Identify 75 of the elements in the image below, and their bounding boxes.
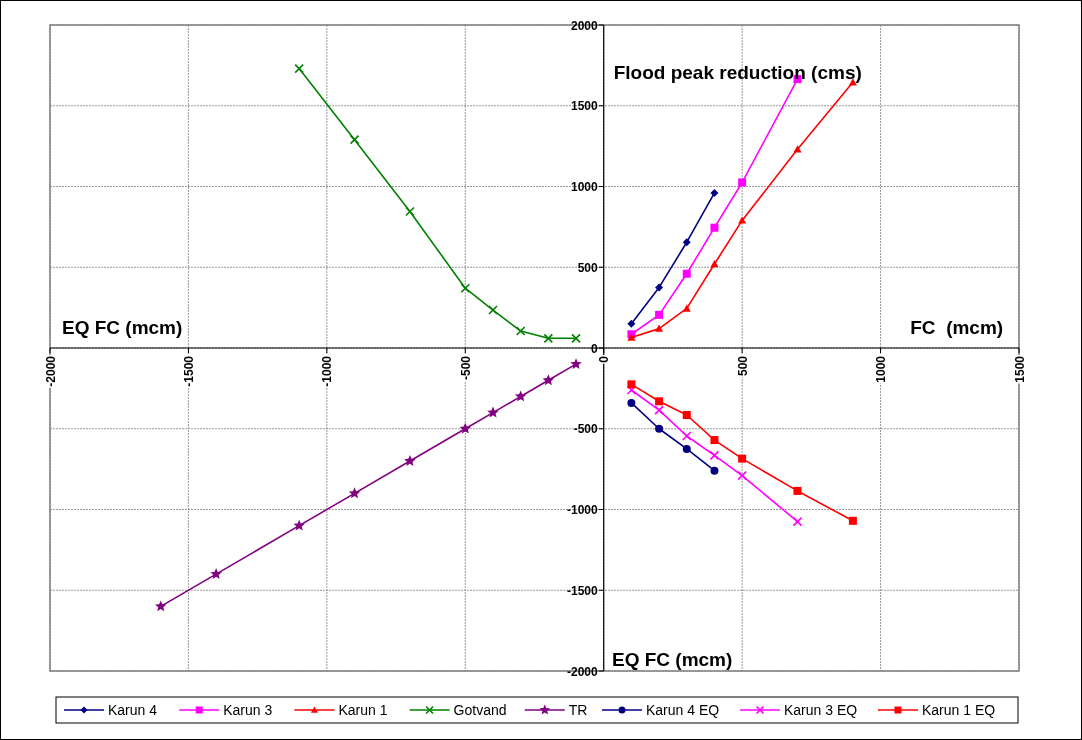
point [682,444,691,453]
legend-label: Karun 4 [108,702,158,718]
legend-label: Karun 4 EQ [646,702,720,718]
point [514,390,527,402]
point [793,145,802,153]
point [627,398,636,407]
point [487,406,499,418]
point [848,516,857,525]
annotation: EQ FC (mcm) [612,649,733,670]
point [682,269,691,278]
point [459,422,471,434]
x-tick-label: -1500 [181,355,196,387]
point [710,466,719,475]
point [404,455,416,466]
legend-label: Karun 1 [338,702,388,718]
x-tick-label: 1000 [874,355,889,383]
point [655,283,664,292]
y-tick-label: -1000 [567,503,599,517]
point [543,333,554,344]
y-tick-label: 1000 [571,180,599,194]
point [460,283,471,294]
point [738,454,747,463]
x-tick-label: -500 [458,355,473,381]
x-tick-label: 1500 [1012,355,1027,383]
y-axis-title: Flood peak reduction (cms) [613,62,862,84]
point [709,450,720,461]
point [655,397,664,406]
point [655,310,664,319]
legend-label: Gotvand [453,702,507,718]
point [792,516,803,527]
point [488,305,498,315]
point [710,436,719,445]
annotation: EQ FC (mcm) [62,317,183,338]
y-tick-label: -500 [573,422,599,437]
point [654,405,664,415]
point [155,600,167,612]
point [294,63,304,74]
point [627,319,636,328]
point [737,470,747,481]
x-tick-label: -1000 [320,355,335,387]
point [710,188,719,197]
legend-label: Karun 3 EQ [784,702,858,718]
point [682,411,691,420]
y-tick-label: 2000 [571,18,599,33]
point [655,324,664,332]
legend-label: Karun 1 EQ [922,702,996,718]
y-tick-label: -2000 [567,664,599,679]
point [682,238,691,247]
point [793,486,802,495]
point [681,431,692,441]
point [627,380,636,389]
point [405,206,415,217]
point [349,134,360,145]
legend-label: Karun 3 [223,702,273,718]
x-tick-label: 0 [597,355,612,363]
point [738,216,747,224]
point [210,568,222,579]
point [348,487,361,499]
point [710,260,719,268]
point [571,333,581,344]
point [542,374,555,386]
point [655,424,664,433]
point [570,358,582,369]
point [710,223,719,232]
x-axis-title: FC (mcm) [910,317,1004,338]
y-tick-label: -1500 [567,583,599,598]
point [738,178,747,187]
legend-label: TR [568,702,588,718]
x-tick-label: 500 [735,355,750,377]
y-tick-label: 500 [577,260,599,275]
x-tick-label: -2000 [43,355,58,387]
point [293,519,305,531]
point [515,326,526,336]
y-tick-label: 1500 [571,99,599,114]
point [682,304,691,312]
